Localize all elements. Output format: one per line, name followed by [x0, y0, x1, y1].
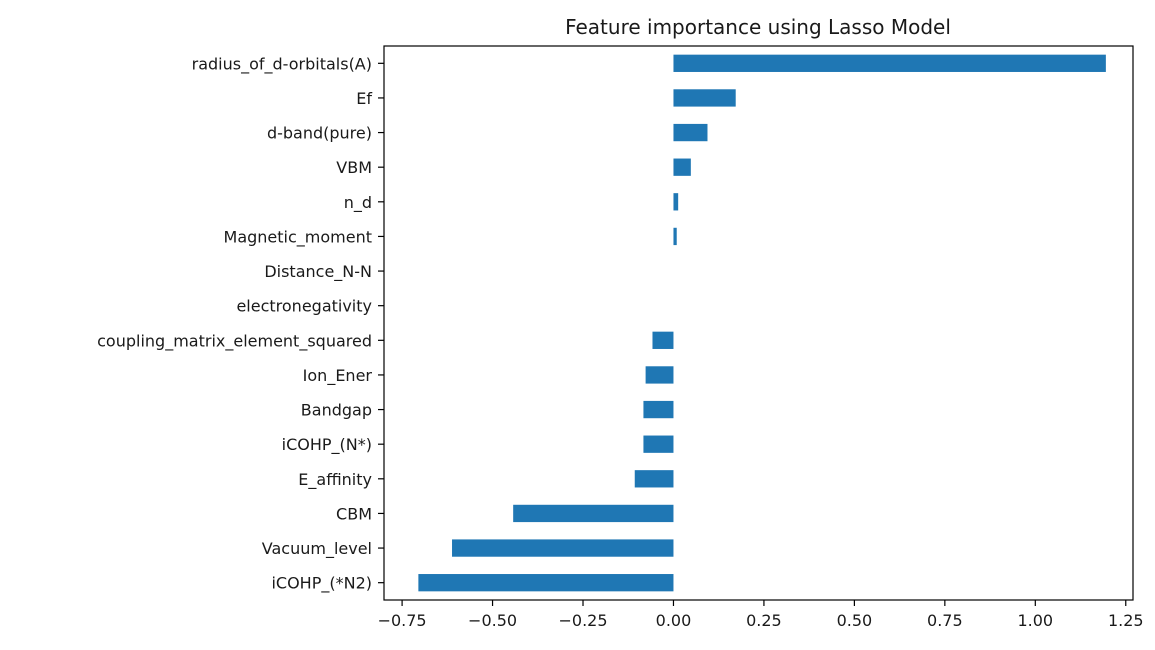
- bar: [652, 331, 674, 349]
- bar: [673, 227, 677, 246]
- bar: [673, 89, 736, 107]
- y-tick-label: Ion_Ener: [303, 366, 373, 386]
- bar: [634, 470, 674, 488]
- y-tick-label: E_affinity: [298, 470, 372, 490]
- bar: [452, 539, 674, 557]
- y-tick-label: Magnetic_moment: [224, 227, 372, 247]
- bar: [673, 54, 1106, 72]
- y-tick-label: VBM: [336, 158, 372, 177]
- y-tick-label: n_d: [344, 193, 372, 213]
- bar: [645, 366, 674, 384]
- x-tick-label: 1.00: [1017, 611, 1053, 630]
- y-tick-label: iCOHP_(N*): [282, 435, 372, 455]
- x-tick-label: −0.75: [378, 611, 427, 630]
- y-tick-label: electronegativity: [236, 297, 372, 316]
- bar: [673, 123, 708, 142]
- y-tick-label: radius_of_d-orbitals(A): [192, 54, 372, 74]
- bar: [643, 435, 674, 453]
- y-tick-label: Distance_N-N: [264, 262, 372, 282]
- bar: [673, 158, 691, 176]
- y-tick-label: Bandgap: [301, 401, 372, 420]
- x-tick-label: 0.50: [837, 611, 873, 630]
- bar: [673, 193, 679, 211]
- y-tick-label: CBM: [336, 504, 372, 523]
- x-tick-label: −0.25: [558, 611, 607, 630]
- bar: [643, 400, 674, 419]
- plot-frame: [383, 45, 1134, 601]
- x-tick-label: 0.00: [656, 611, 692, 630]
- y-tick-label: Vacuum_level: [262, 539, 372, 559]
- bar: [513, 504, 674, 523]
- x-tick-label: 0.25: [746, 611, 782, 630]
- x-axis: −0.75 −0.50 −0.25 0.00 0.25 0.50 0.75 1.00 1.25: [378, 600, 1144, 630]
- chart-title: Feature importance using Lasso Model: [565, 15, 951, 39]
- y-tick-label: d-band(pure): [267, 124, 372, 143]
- y-tick-label: iCOHP_(*N2): [271, 574, 372, 594]
- y-axis: radius_of_d-orbitals(A) Ef d-band(pure) VBM…: [97, 54, 384, 594]
- y-tick-label: Ef: [356, 89, 372, 108]
- bar: [418, 574, 674, 592]
- bars-group: [418, 54, 1106, 592]
- y-tick-label: coupling_matrix_element_squared: [97, 331, 372, 351]
- x-tick-label: 1.25: [1108, 611, 1144, 630]
- x-tick-label: 0.75: [927, 611, 963, 630]
- x-tick-label: −0.50: [468, 611, 517, 630]
